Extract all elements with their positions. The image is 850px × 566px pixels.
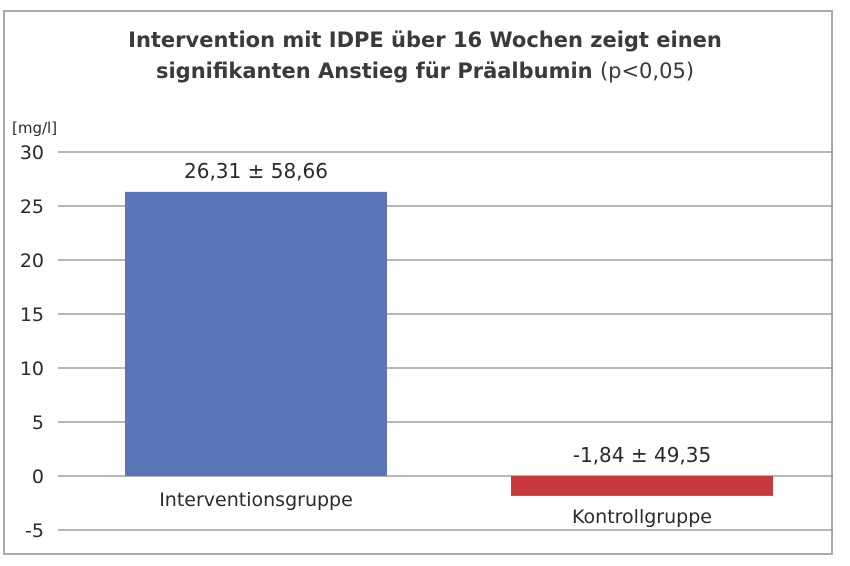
y-tick-label: 30 [20,142,44,164]
data-label: 26,31 ± 58,66 [184,159,328,183]
chart-title-note: (p<0,05) [599,59,695,83]
bar [511,476,773,496]
category-label: Interventionsgruppe [159,489,353,511]
data-label: -1,84 ± 49,35 [573,443,711,467]
chart-title-line2: signifikanten Anstieg für Präalbumin [155,59,593,83]
y-tick-label: 15 [20,304,44,326]
y-tick-label: -5 [25,520,44,542]
category-label: Kontrollgruppe [572,506,712,528]
y-tick-label: 0 [32,466,44,488]
y-axis-unit-label: [mg/l] [12,119,57,137]
chart-title-line1: Intervention mit IDPE über 16 Wochen zei… [128,28,722,52]
y-tick-label: 25 [20,196,44,218]
bar [125,191,387,477]
chart-title: Intervention mit IDPE über 16 Wochen zei… [0,25,850,87]
y-tick-label: 5 [32,412,44,434]
y-tick-label: 20 [20,250,44,272]
labels: 26,31 ± 58,66 Interventionsgruppe -1,84 ± … [159,159,712,528]
bars [125,191,773,496]
y-axis: [mg/l] 30 25 20 15 10 5 0 -5 [12,119,57,542]
y-tick-label: 10 [20,358,44,380]
